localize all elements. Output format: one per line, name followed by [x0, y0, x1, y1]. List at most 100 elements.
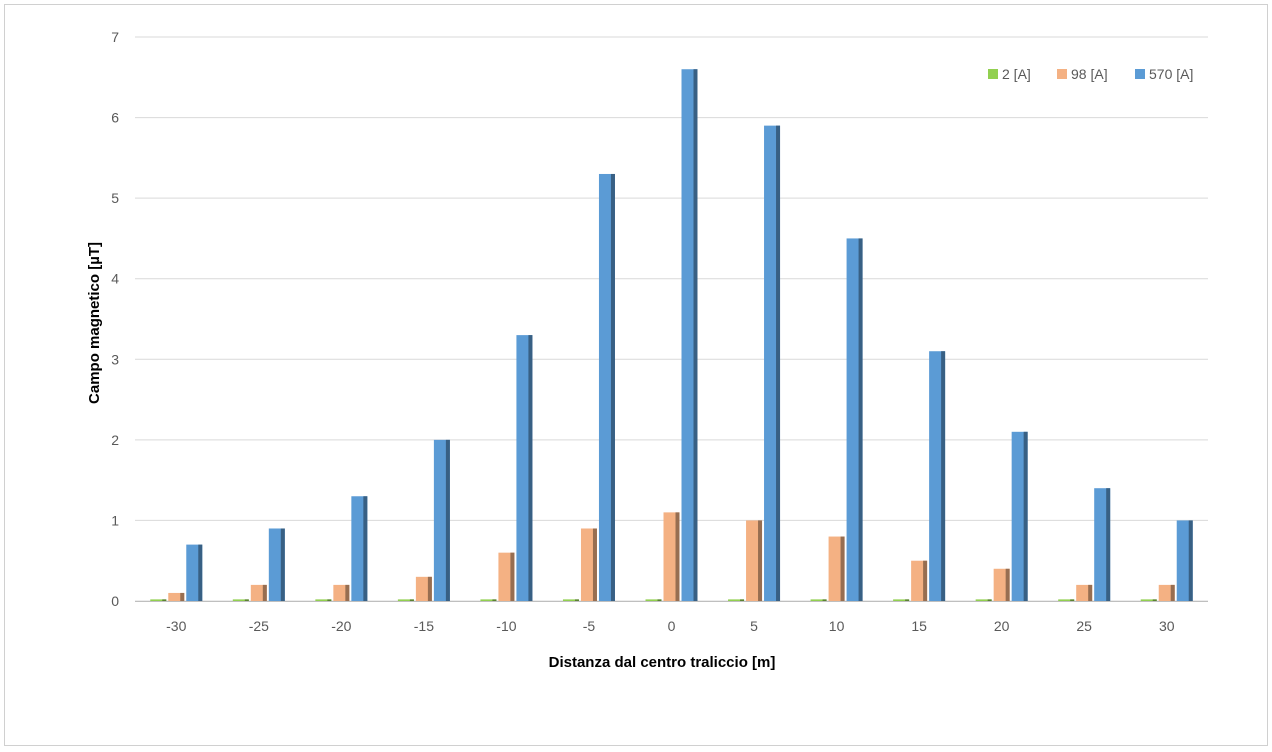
- y-tick-label: 6: [111, 110, 119, 126]
- bar-side: [1088, 585, 1092, 601]
- bars: [150, 69, 1192, 601]
- bar-side: [198, 545, 202, 601]
- bar-side: [410, 599, 414, 601]
- y-axis-ticks: 0 1 2 3 4 5 6 7: [111, 29, 119, 609]
- bar-side: [1006, 569, 1010, 601]
- bar-side: [905, 599, 909, 601]
- legend-label: 98 [A]: [1071, 66, 1108, 82]
- bar-98a--30: [168, 593, 184, 601]
- bar-side: [1106, 488, 1110, 601]
- bar-side: [694, 69, 698, 601]
- bar-2a-30: [1141, 599, 1157, 601]
- bar-570a-0: [682, 69, 698, 601]
- y-tick-label: 5: [111, 190, 119, 206]
- bar-side: [345, 585, 349, 601]
- x-tick-label: -10: [496, 618, 516, 634]
- bar-side: [1171, 585, 1175, 601]
- bar-side: [740, 599, 744, 601]
- x-tick-label: 10: [829, 618, 845, 634]
- bar-side: [923, 561, 927, 601]
- bar-2a--15: [398, 599, 414, 601]
- bar-side: [611, 174, 615, 601]
- bar-2a--20: [315, 599, 331, 601]
- legend-label: 2 [A]: [1002, 66, 1031, 82]
- bar-570a-10: [847, 238, 863, 601]
- y-axis-title: Campo magnetico [µT]: [86, 242, 103, 404]
- x-tick-label: -5: [583, 618, 596, 634]
- bar-side: [859, 238, 863, 601]
- bar-side: [492, 599, 496, 601]
- y-tick-label: 2: [111, 432, 119, 448]
- bar-side: [180, 593, 184, 601]
- x-tick-label: -20: [331, 618, 351, 634]
- bar-side: [841, 537, 845, 601]
- y-tick-label: 3: [111, 351, 119, 367]
- bar-570a-5: [764, 126, 780, 601]
- bar-570a--20: [351, 496, 367, 601]
- bar-98a-25: [1076, 585, 1092, 601]
- bar-2a--30: [150, 599, 166, 601]
- bar-2a-20: [976, 599, 992, 601]
- bar-side: [593, 528, 597, 601]
- bar-570a--10: [516, 335, 532, 601]
- x-tick-label: -25: [249, 618, 269, 634]
- bar-chart: 0 1 2 3 4 5 6 7 -30 -25 -20 -15 -10 -5 0 5 10 15 20 25 30 D…: [5, 5, 1267, 745]
- legend-item: 98 [A]: [1057, 66, 1108, 82]
- legend-item: 2 [A]: [988, 66, 1031, 82]
- chart-frame: 0 1 2 3 4 5 6 7 -30 -25 -20 -15 -10 -5 0 5 10 15 20 25 30 D…: [4, 4, 1268, 746]
- x-tick-label: 30: [1159, 618, 1175, 634]
- bar-98a-10: [829, 537, 845, 601]
- bar-98a-5: [746, 520, 762, 601]
- bar-2a--25: [233, 599, 249, 601]
- bar-side: [428, 577, 432, 601]
- bar-side: [1153, 599, 1157, 601]
- bar-side: [823, 599, 827, 601]
- x-axis-ticks: -30 -25 -20 -15 -10 -5 0 5 10 15 20 25 30: [166, 618, 1175, 634]
- bar-570a-15: [929, 351, 945, 601]
- bar-2a-5: [728, 599, 744, 601]
- bar-2a-0: [646, 599, 662, 601]
- legend: 2 [A] 98 [A] 570 [A]: [988, 66, 1193, 82]
- bar-side: [1189, 520, 1193, 601]
- bar-side: [658, 599, 662, 601]
- bar-side: [575, 599, 579, 601]
- bar-570a--30: [186, 545, 202, 601]
- bar-side: [676, 512, 680, 601]
- bar-side: [327, 599, 331, 601]
- bar-570a-30: [1177, 520, 1193, 601]
- bar-570a-25: [1094, 488, 1110, 601]
- bar-98a--5: [581, 528, 597, 601]
- bar-side: [528, 335, 532, 601]
- bar-side: [162, 599, 166, 601]
- bar-2a--5: [563, 599, 579, 601]
- bar-side: [363, 496, 367, 601]
- bar-98a-0: [664, 512, 680, 601]
- y-tick-label: 0: [111, 593, 119, 609]
- bar-98a-30: [1159, 585, 1175, 601]
- bar-98a--20: [333, 585, 349, 601]
- y-tick-label: 1: [111, 512, 119, 528]
- legend-item: 570 [A]: [1135, 66, 1193, 82]
- bar-98a-15: [911, 561, 927, 601]
- bar-570a--25: [269, 528, 285, 601]
- bar-570a--15: [434, 440, 450, 601]
- x-tick-label: -15: [414, 618, 434, 634]
- bar-98a-20: [994, 569, 1010, 601]
- legend-label: 570 [A]: [1149, 66, 1193, 82]
- bar-2a-25: [1058, 599, 1074, 601]
- x-tick-label: 25: [1076, 618, 1092, 634]
- bar-570a-20: [1012, 432, 1028, 601]
- bar-side: [776, 126, 780, 601]
- bar-98a--10: [498, 553, 514, 601]
- bar-side: [245, 599, 249, 601]
- bar-side: [446, 440, 450, 601]
- bar-side: [281, 528, 285, 601]
- legend-swatch: [1057, 69, 1067, 79]
- bar-2a--10: [480, 599, 496, 601]
- bar-570a--5: [599, 174, 615, 601]
- legend-swatch: [988, 69, 998, 79]
- bar-98a--15: [416, 577, 432, 601]
- legend-swatch: [1135, 69, 1145, 79]
- y-tick-label: 4: [111, 271, 119, 287]
- bar-98a--25: [251, 585, 267, 601]
